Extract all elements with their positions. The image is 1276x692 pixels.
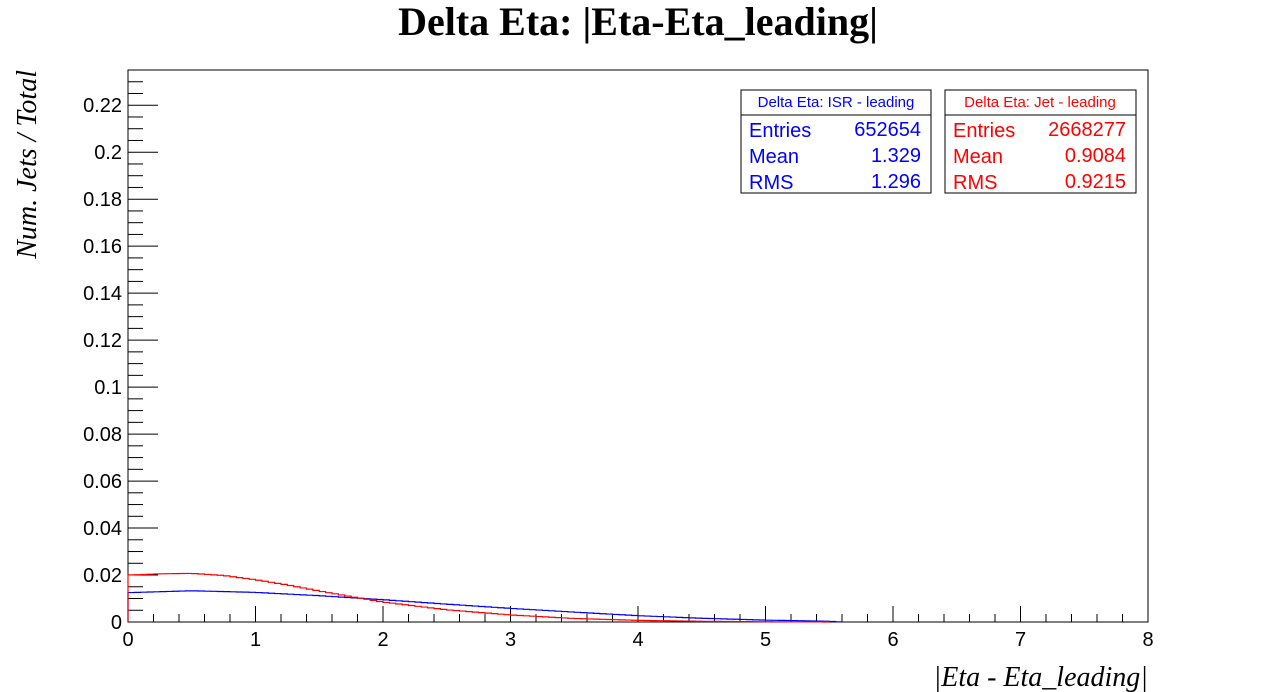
y-tick-label: 0.14 — [83, 283, 122, 305]
stats-jet-rms-value: 0.9215 — [1065, 171, 1126, 193]
y-tick-label: 0 — [111, 612, 122, 634]
x-tick-label: 0 — [122, 629, 133, 651]
jet-series-line — [127, 572, 830, 623]
chart-title: Delta Eta: |Eta-Eta_leading| — [398, 0, 878, 44]
y-tick-label: 0.16 — [83, 236, 122, 258]
isr-series-line — [127, 590, 843, 623]
stats-isr-mean-value: 1.329 — [871, 145, 921, 167]
y-axis-title: Num. Jets / Total — [12, 70, 43, 260]
stats-isr-entries-value: 652654 — [854, 119, 921, 141]
x-tick-label: 3 — [505, 629, 516, 651]
x-tick-label: 6 — [887, 629, 898, 651]
stats-box-jet-frame — [944, 89, 1137, 194]
stats-jet-name: Delta Eta: Jet - leading — [964, 94, 1116, 111]
x-tick-label: 5 — [760, 629, 771, 651]
stats-box-isr-frame — [740, 89, 932, 194]
stats-box-jet: Delta Eta: Jet - leading Entries 2668277… — [944, 89, 1137, 194]
stats-jet-entries-value: 2668277 — [1048, 119, 1126, 141]
x-tick-label: 4 — [632, 629, 643, 651]
y-tick-label: 0.12 — [83, 330, 122, 352]
stats-jet-mean-label: Mean — [953, 146, 1003, 168]
stats-jet-mean-value: 0.9084 — [1065, 145, 1126, 167]
y-tick-label: 0.1 — [94, 377, 122, 399]
stats-box-isr: Delta Eta: ISR - leading Entries 652654 … — [740, 89, 932, 194]
x-tick-label: 7 — [1015, 629, 1026, 651]
y-tick-label: 0.2 — [94, 142, 122, 164]
x-tick-label: 1 — [250, 629, 261, 651]
stats-isr-rms-label: RMS — [749, 172, 793, 194]
stats-jet-entries-label: Entries — [953, 120, 1015, 142]
y-tick-label: 0.08 — [83, 424, 122, 446]
x-tick-label: 8 — [1142, 629, 1153, 651]
stats-jet-rms-label: RMS — [953, 172, 997, 194]
y-tick-label: 0.18 — [83, 189, 122, 211]
stats-isr-entries-label: Entries — [749, 120, 811, 142]
stats-isr-name: Delta Eta: ISR - leading — [758, 94, 915, 111]
y-tick-label: 0.02 — [83, 565, 122, 587]
stats-isr-rms-value: 1.296 — [871, 171, 921, 193]
y-tick-label: 0.06 — [83, 471, 122, 493]
stats-isr-mean-label: Mean — [749, 146, 799, 168]
y-tick-label: 0.22 — [83, 95, 122, 117]
x-axis-title: |Eta - Eta_leading| — [934, 662, 1148, 692]
x-tick-label: 2 — [377, 629, 388, 651]
y-tick-label: 0.04 — [83, 518, 122, 540]
